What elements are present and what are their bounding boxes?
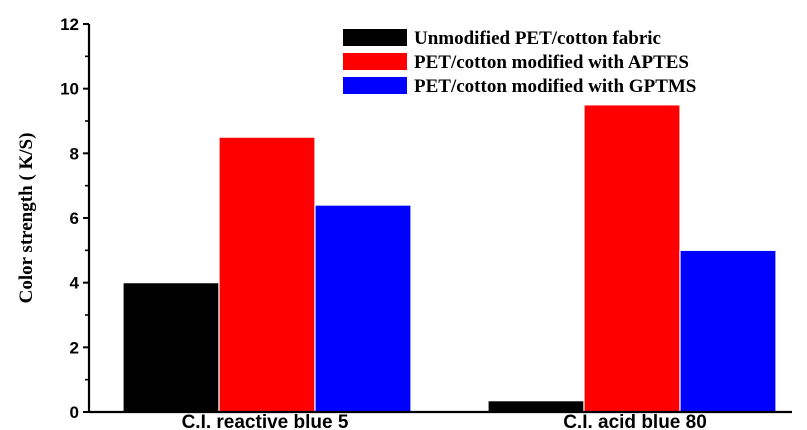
y-tick-label: 2 bbox=[70, 338, 79, 357]
y-tick-label: 12 bbox=[60, 15, 79, 34]
x-category-label: C.I. acid blue 80 bbox=[563, 412, 707, 430]
bars-group bbox=[122, 104, 777, 413]
y-axis-title: Color strength ( K/S) bbox=[16, 133, 37, 304]
y-tick-label: 10 bbox=[60, 80, 79, 99]
x-axis-labels: C.I. reactive blue 5 C.I. acid blue 80 bbox=[182, 412, 707, 430]
legend-label: PET/cotton modified with GPTMS bbox=[414, 76, 696, 97]
legend-label: PET/cotton modified with APTES bbox=[414, 52, 689, 73]
legend: Unmodified PET/cotton fabric PET/cotton m… bbox=[343, 28, 696, 97]
y-tick-label: 4 bbox=[70, 274, 80, 293]
y-tick-label: 0 bbox=[70, 403, 79, 422]
bar-2-1 bbox=[218, 136, 316, 413]
legend-swatch bbox=[343, 77, 407, 94]
bar-1-2 bbox=[487, 400, 585, 413]
bar-2-2 bbox=[583, 104, 681, 413]
x-category-label: C.I. reactive blue 5 bbox=[182, 412, 349, 430]
bar-1-1 bbox=[122, 282, 220, 413]
legend-swatch bbox=[343, 29, 407, 46]
y-tick-label: 8 bbox=[70, 144, 79, 163]
y-axis-ticks: 0 2 4 6 8 10 12 bbox=[60, 15, 89, 422]
axes bbox=[87, 24, 792, 414]
bar-3-2 bbox=[679, 249, 777, 413]
y-tick-label: 6 bbox=[70, 209, 79, 228]
legend-swatch bbox=[343, 53, 407, 70]
bar-3-1 bbox=[314, 204, 412, 413]
legend-label: Unmodified PET/cotton fabric bbox=[414, 28, 661, 49]
